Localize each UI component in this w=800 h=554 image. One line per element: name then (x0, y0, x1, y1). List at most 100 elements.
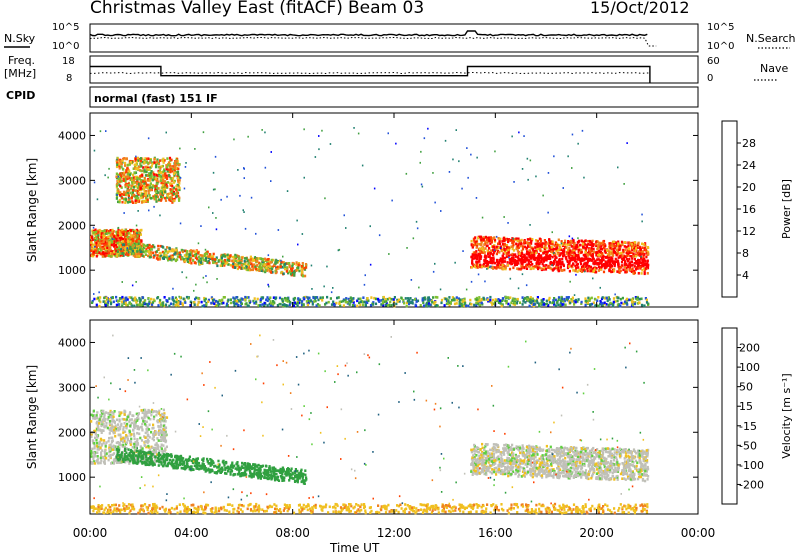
power-cell (587, 243, 590, 246)
power-cell (433, 302, 436, 305)
power-cell (629, 242, 632, 245)
power-cell (427, 304, 430, 308)
power-cell (137, 191, 140, 195)
power-cell (90, 236, 94, 239)
power-cell (122, 193, 126, 196)
power-cell (555, 249, 558, 253)
power-cell (512, 256, 515, 259)
power-cell (153, 158, 156, 161)
power-cell (151, 196, 154, 200)
power-noise-cell (127, 196, 130, 199)
power-cell (531, 297, 534, 301)
power-cell (361, 300, 364, 304)
power-cell (610, 247, 614, 251)
power-cell (138, 244, 141, 248)
power-cell (613, 246, 616, 250)
power-cell (189, 251, 192, 255)
power-cell (336, 296, 339, 300)
power-cell (224, 255, 227, 258)
power-cell (625, 297, 628, 301)
power-cell (603, 301, 606, 305)
power-cell (116, 184, 119, 188)
power-cell (122, 243, 126, 246)
power-noise-cell (511, 135, 513, 138)
power-cell (522, 242, 525, 245)
power-cell (482, 238, 485, 241)
power-cell (364, 304, 367, 307)
power-cell (487, 251, 490, 254)
power-cell (414, 298, 417, 301)
power-cell (631, 248, 634, 252)
power-cell (97, 296, 100, 300)
power-cell (156, 179, 159, 182)
power-noise-cell (462, 250, 464, 252)
power-cell (544, 242, 547, 246)
power-cell (127, 198, 130, 201)
power-cell (148, 255, 151, 259)
power-cell (427, 302, 431, 305)
power-cell (575, 254, 578, 257)
power-cell (169, 162, 172, 166)
power-cell (616, 270, 619, 273)
power-cell (161, 183, 164, 187)
power-cell (140, 196, 143, 200)
power-cell (156, 189, 159, 192)
power-cell (625, 245, 628, 249)
power-cell (601, 257, 604, 260)
power-cell (346, 301, 349, 304)
power-cell (603, 246, 606, 249)
power-cell (577, 253, 580, 257)
power-cell (165, 299, 168, 302)
power-cell (599, 302, 602, 306)
power-cell (512, 253, 515, 257)
power-cell (525, 246, 528, 250)
power-cell (97, 247, 100, 251)
power-cell (528, 259, 531, 262)
power-cell (570, 251, 573, 254)
velocity-cell (95, 444, 99, 448)
power-cell (131, 191, 134, 194)
power-cell (148, 161, 151, 164)
power-cell (132, 233, 135, 237)
power-cell (475, 296, 478, 300)
power-cell (150, 251, 153, 254)
power-cell (561, 299, 564, 303)
power-cell (147, 183, 150, 187)
power-cell (164, 249, 167, 253)
power-cell (602, 243, 605, 246)
power-cell (247, 296, 250, 299)
power-cell (536, 256, 539, 260)
velocity-cell (91, 439, 94, 442)
power-cell (168, 297, 171, 300)
power-cell (203, 253, 206, 256)
power-cell (168, 174, 171, 177)
power-cell (175, 166, 179, 170)
power-cell (136, 194, 139, 198)
power-cell (141, 303, 144, 307)
velocity-cell (141, 428, 144, 432)
power-cell (607, 264, 610, 267)
power-cell (115, 230, 118, 234)
power-cell (493, 238, 497, 242)
power-noise-cell (477, 273, 480, 276)
power-cell (200, 300, 203, 304)
power-cell (528, 249, 531, 252)
power-y-axis-label: Slant Range [km] (25, 158, 39, 262)
power-cell (549, 260, 553, 264)
power-cell (144, 244, 148, 248)
power-cell (536, 242, 539, 246)
power-cell (611, 270, 614, 273)
power-cell (208, 253, 211, 256)
power-cell (115, 165, 119, 169)
power-cell (135, 254, 138, 258)
power-noise-cell (280, 259, 282, 262)
power-cell (569, 301, 572, 305)
power-cell (293, 296, 296, 300)
power-cell (461, 300, 464, 304)
power-cell (613, 250, 617, 254)
power-cell (131, 176, 134, 180)
power-cell (478, 260, 481, 263)
power-cell (171, 165, 174, 168)
velocity-cell (147, 446, 150, 449)
power-cell (118, 163, 121, 166)
